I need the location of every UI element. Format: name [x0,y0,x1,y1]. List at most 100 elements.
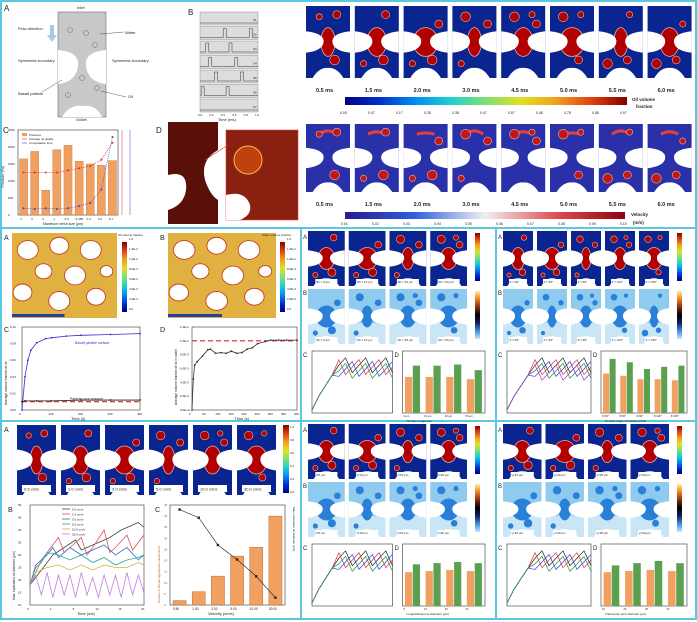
colorbar-tick-label: 4.0E-3 [129,287,138,291]
oil-droplet [427,169,438,181]
frame-parameter-label: Sh = 10 μm [357,280,373,284]
panel-letter-a: A [4,427,9,434]
oil-fraction-frame [588,424,627,479]
oil-droplet [528,128,536,136]
basalt-particle-left [430,308,445,325]
velocity-frame [306,124,350,192]
bar-value-2 [433,365,441,413]
x-tick-label: 0 [19,412,21,416]
panel-letter-a: A [303,235,307,241]
basalt-particle-right [588,250,601,267]
basalt-particle-left [503,308,516,325]
frame-label-bg [510,472,534,477]
water-label: Water [125,30,136,35]
oil-droplet [615,492,623,500]
colorbar-tick-label: 0.07 [368,111,375,115]
panel-letter: C [4,327,9,334]
frame-parameter-label: θ = 150° [646,338,658,342]
oil-droplet [506,272,512,278]
pressure-frame [630,482,669,537]
point-computation-time [100,188,103,191]
basalt-particle [237,240,261,260]
x-axis-label: Maximum mesh size (μm) [43,222,83,226]
velocity-frame [452,124,497,192]
x-tick-label: 150 [228,412,233,416]
panel-letter: B [8,507,13,514]
y-axis-label: Pressure (Pa) [1,166,5,188]
oil-droplet [132,438,141,447]
data-point [109,333,112,336]
panel-letter: D [593,353,598,359]
frame-time-label: 3.0 ms [462,88,479,94]
basalt-particle-bottom [605,67,637,78]
basalt-particle-left [550,31,568,53]
data-point [209,348,212,351]
pressure-colorbar [677,291,682,339]
oil-droplet [374,241,382,249]
frame-time-label: 0.5 ms [316,88,333,94]
frame-label-bg [509,337,527,342]
velocity-label: 1.0 cm/s [68,487,83,492]
colorbar-tick-label: 0.2 [290,477,295,481]
frame-label-bg [437,337,460,342]
basalt-particle-right [84,449,100,471]
oil-droplet [332,10,342,19]
frame-parameter-label: γ=20 μm [554,531,566,535]
oil-droplet [595,486,604,495]
colorbar-tick-label: 0.6 [290,451,295,455]
oil-droplet [353,465,359,471]
x-tick-label: 0.50 [173,607,179,611]
x-tick-label: θ=90° [636,414,643,418]
oil-fraction-frame [17,425,56,495]
oil-droplet [415,434,423,442]
frame-time-label: 1.5 ms [365,202,382,208]
colorbar-tick-label: 0.17 [396,111,403,115]
bar-pressure [86,163,95,216]
oil-droplet [37,472,47,483]
y-tick-label: 4.0E-3 [180,380,189,384]
data-point [80,334,82,337]
oil-droplet [220,438,229,447]
basalt-particle-left [430,250,445,267]
oil-droplet [450,519,458,527]
oil-droplet [396,427,405,437]
basalt-particle-left [168,174,187,210]
oil-droplet [623,55,632,65]
basalt-particle-left [598,31,617,53]
colorbar-title: Oil volume fraction [118,233,143,237]
oil-droplet [574,272,580,278]
point-computation-time [111,136,114,138]
basalt-particle-left [348,443,364,460]
data-point [21,409,23,411]
bar-value [425,571,433,606]
frame-parameter-label: Sh = 50 μm [438,338,454,342]
oil-droplet [393,465,400,471]
point-max-diameter [216,543,220,547]
oil-droplet [511,498,534,521]
oil-fraction-frame [503,424,542,479]
oil-droplet [576,293,584,301]
pulse-signal [200,42,258,53]
oil-droplet [572,433,581,442]
oil-droplet [456,434,464,442]
frame-parameter-label: Sh = 50 μm [438,280,454,284]
oil-droplet [638,498,661,521]
x-tick-label: 0.2 [98,217,103,221]
colorbar-tick-label: 2.0E-3 [129,297,138,301]
panel-letter-b: B [303,484,307,490]
oil-droplet [483,19,492,29]
flow-direction-arrow-icon [47,25,57,42]
basalt-particle-right [332,147,350,169]
frame-label-bg [638,530,662,535]
x-tick-label: 0.3 [87,217,92,221]
oil-droplet [437,293,446,302]
basalt-particle-right [526,501,542,518]
velocity-frame [403,124,448,192]
data-point [139,399,141,401]
x-tick-label: θ=60° [619,414,626,418]
basalt-particle [172,240,196,260]
basalt-particle-right [656,250,669,267]
frame-time-label: 5.0 ms [560,202,577,208]
oil-droplet [565,460,576,470]
frame-label-bg [553,530,577,535]
